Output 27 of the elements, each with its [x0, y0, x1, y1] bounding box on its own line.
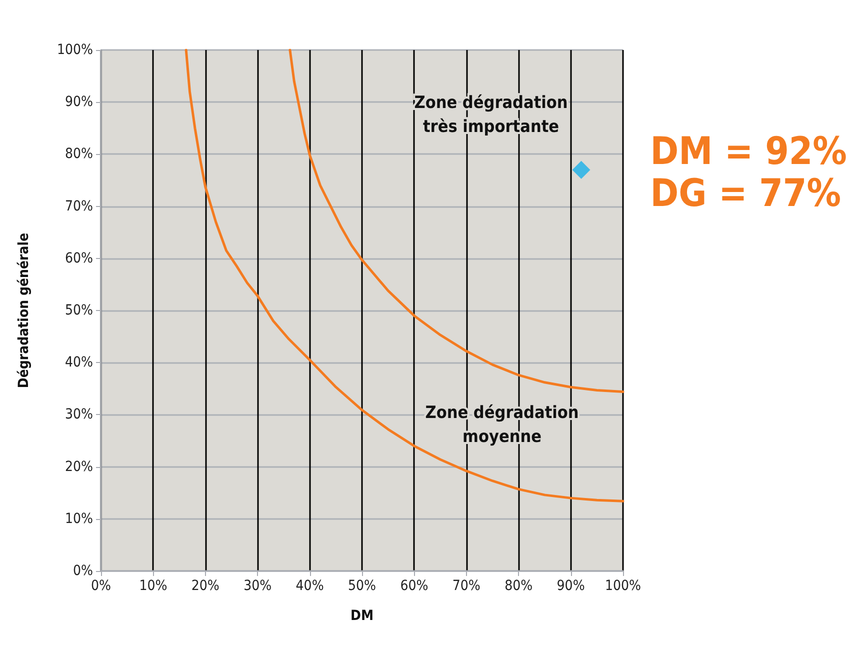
x-tick-label: 70% [452, 578, 480, 594]
annotation: DM = 92% DG = 77% [650, 128, 847, 215]
y-tick-label: 40% [65, 354, 94, 371]
line-series [184, 48, 624, 502]
y-axis-title: Dégradation générale [16, 232, 32, 388]
x-tick-label: 40% [296, 578, 324, 594]
x-tick-label: 20% [191, 578, 220, 594]
x-tick-label: 30% [244, 578, 272, 594]
y-tick-label: 90% [65, 94, 94, 110]
x-tick-label: 0% [91, 578, 112, 594]
x-tick-label: 50% [348, 578, 376, 594]
x-tick-label: 80% [504, 578, 533, 594]
y-tick-label: 30% [65, 406, 94, 423]
x-tick-label: 100% [604, 578, 642, 594]
y-tick-label: 20% [65, 458, 94, 475]
y-tick-label: 80% [65, 146, 94, 162]
y-tick-label: 0% [73, 563, 94, 579]
x-tick-label: 90% [556, 578, 585, 594]
x-tick-label: 60% [400, 578, 428, 594]
line-series [288, 48, 624, 394]
y-tick-label: 50% [65, 302, 94, 318]
y-tick-label: 10% [65, 510, 94, 527]
x-tick-label: 10% [139, 578, 168, 594]
x-axis-title: DM [350, 608, 374, 624]
y-tick-label: 100% [56, 42, 94, 58]
y-tick-label: 70% [65, 198, 94, 214]
y-tick-label: 60% [65, 250, 94, 266]
